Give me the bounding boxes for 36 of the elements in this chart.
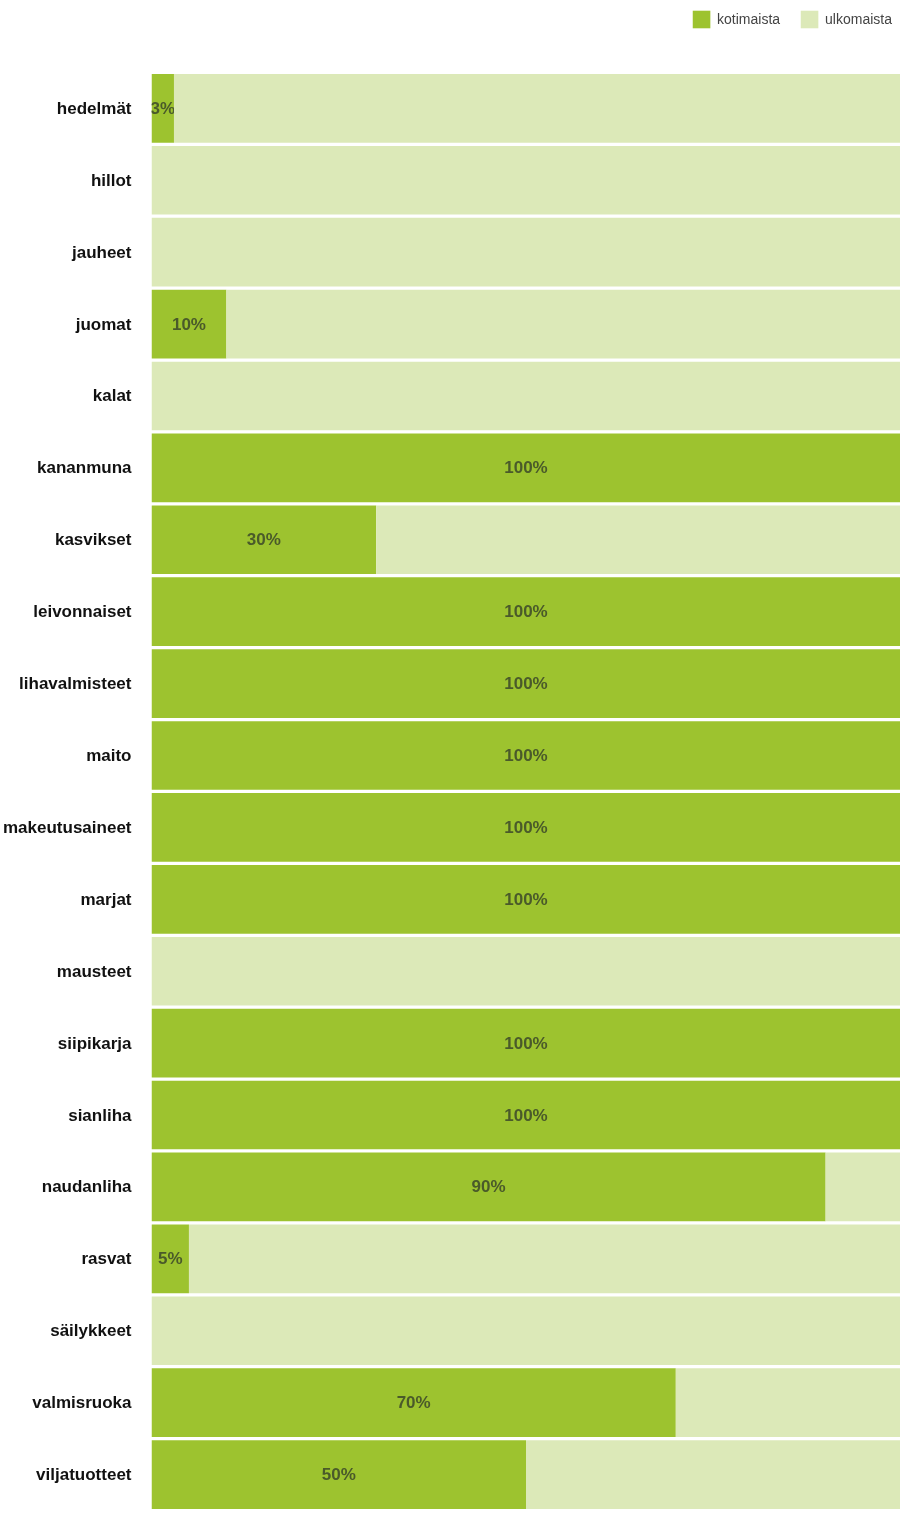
data-label: 100% bbox=[504, 889, 548, 909]
y-tick-label: juomat bbox=[74, 314, 132, 334]
y-tick-label: kalat bbox=[92, 386, 132, 406]
data-label: 70% bbox=[396, 1393, 431, 1413]
data-label: 90% bbox=[471, 1177, 506, 1197]
data-label: 10% bbox=[171, 314, 206, 334]
y-tick-label: valmisruoka bbox=[32, 1393, 133, 1413]
legend-label: ulkomaista bbox=[825, 11, 892, 27]
y-tick-label: mausteet bbox=[56, 961, 132, 981]
y-tick-label: marjat bbox=[80, 889, 132, 909]
data-label: 100% bbox=[504, 458, 548, 478]
y-tick-label: maito bbox=[86, 746, 132, 765]
data-label: 100% bbox=[504, 602, 548, 622]
y-tick-label: sianliha bbox=[68, 1105, 133, 1125]
data-label: 5% bbox=[157, 1249, 183, 1269]
data-label: 30% bbox=[246, 530, 281, 550]
y-tick-label: viljatuotteet bbox=[36, 1465, 132, 1485]
y-tick-label: leivonnaiset bbox=[33, 602, 132, 622]
y-tick-label: hillot bbox=[90, 170, 132, 190]
y-tick-label: lihavalmisteet bbox=[19, 674, 132, 694]
y-tick-label: naudanliha bbox=[41, 1177, 133, 1197]
data-label: 100% bbox=[504, 674, 548, 694]
y-tick-label: kananmuna bbox=[37, 458, 133, 478]
y-tick-label: jauheet bbox=[70, 242, 132, 262]
data-label: 50% bbox=[321, 1465, 356, 1485]
data-label: 100% bbox=[504, 746, 548, 765]
y-tick-label: makeutusaineet bbox=[3, 817, 132, 837]
legend-label: kotimaista bbox=[717, 11, 781, 27]
data-label: 100% bbox=[504, 817, 548, 837]
y-tick-label: rasvat bbox=[81, 1249, 132, 1269]
data-label: 100% bbox=[504, 1105, 548, 1125]
y-tick-label: kasvikset bbox=[54, 530, 132, 550]
y-tick-label: hedelmät bbox=[56, 98, 132, 118]
y-tick-label: siipikarja bbox=[57, 1033, 133, 1053]
data-label: 100% bbox=[504, 1033, 548, 1053]
y-tick-label: säilykkeet bbox=[50, 1321, 132, 1341]
